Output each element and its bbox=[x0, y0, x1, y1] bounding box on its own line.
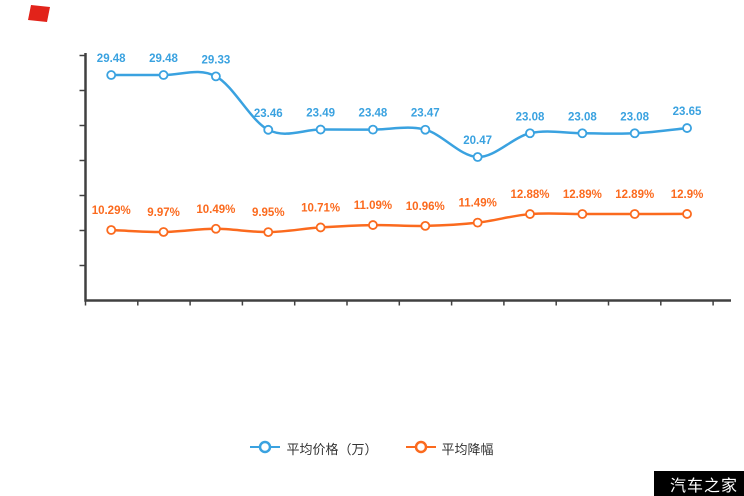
discount-data-point bbox=[420, 220, 431, 231]
price-data-label: 23.65 bbox=[673, 106, 702, 118]
price-data-label: 23.47 bbox=[411, 108, 440, 120]
discount-data-label: 12.89% bbox=[615, 189, 654, 201]
discount-data-point bbox=[106, 225, 117, 235]
discount-data-label: 12.9% bbox=[671, 189, 704, 201]
price-data-label: 29.33 bbox=[202, 54, 231, 66]
price-data-point bbox=[368, 124, 378, 135]
discount-data-label: 11.09% bbox=[354, 200, 392, 212]
price-data-point bbox=[577, 128, 588, 139]
price-data-label: 23.49 bbox=[306, 108, 335, 120]
price-data-point bbox=[682, 123, 692, 133]
price-data-point bbox=[315, 124, 326, 135]
discount-data-point bbox=[682, 209, 692, 219]
price-data-point bbox=[525, 128, 535, 139]
discount-data-point bbox=[158, 227, 169, 237]
price-line bbox=[109, 70, 689, 159]
discount-data-label: 11.49% bbox=[458, 198, 496, 210]
price-data-label: 23.08 bbox=[568, 111, 597, 123]
discount-data-point bbox=[368, 220, 378, 230]
chart-legend: 平均价格（万） 平均降幅 bbox=[0, 440, 744, 459]
discount-data-label: 9.97% bbox=[147, 207, 180, 219]
price-data-point bbox=[472, 152, 483, 162]
discount-data-point bbox=[315, 222, 326, 233]
price-data-label: 23.48 bbox=[359, 108, 388, 120]
price-data-point bbox=[158, 70, 169, 80]
legend-item-price[interactable]: 平均价格（万） bbox=[250, 440, 378, 459]
discount-data-point bbox=[472, 217, 483, 228]
discount-data-label: 10.49% bbox=[196, 204, 235, 216]
price-data-point bbox=[263, 124, 274, 135]
price-data-label: 23.08 bbox=[620, 111, 649, 123]
watermark-text: 汽车之家 bbox=[669, 477, 738, 495]
discount-data-point bbox=[525, 209, 535, 219]
price-data-label: 23.08 bbox=[516, 111, 545, 123]
price-data-label: 29.48 bbox=[97, 53, 126, 65]
discount-data-label: 10.29% bbox=[92, 205, 131, 217]
price-data-point bbox=[629, 128, 640, 139]
discount-data-label: 9.95% bbox=[252, 207, 285, 219]
price-data-label: 20.47 bbox=[463, 135, 492, 147]
price-data-point bbox=[420, 124, 431, 135]
discount-data-label: 12.88% bbox=[510, 189, 549, 201]
discount-data-point bbox=[263, 227, 274, 238]
price-line-marker-icon bbox=[250, 440, 281, 459]
discount-line-marker-icon bbox=[405, 440, 436, 459]
price-data-label: 29.48 bbox=[149, 53, 178, 65]
discount-data-point bbox=[577, 209, 588, 219]
discount-data-label: 12.89% bbox=[563, 189, 602, 201]
legend-label-discount: 平均降幅 bbox=[441, 442, 494, 457]
axis-lines bbox=[84, 53, 731, 302]
discount-data-point bbox=[629, 209, 640, 219]
red-flag-icon bbox=[28, 5, 50, 22]
legend-item-discount[interactable]: 平均降幅 bbox=[405, 440, 494, 459]
discount-data-label: 10.96% bbox=[406, 201, 445, 213]
watermark-badge: 汽车之家 bbox=[653, 471, 744, 496]
discount-data-label: 10.71% bbox=[301, 202, 340, 214]
discount-data-point bbox=[210, 223, 221, 234]
price-data-point bbox=[106, 70, 117, 80]
legend-label-price: 平均价格（万） bbox=[286, 442, 378, 457]
discount-line bbox=[109, 212, 689, 234]
price-data-point bbox=[210, 71, 221, 82]
price-data-label: 23.46 bbox=[254, 108, 283, 120]
